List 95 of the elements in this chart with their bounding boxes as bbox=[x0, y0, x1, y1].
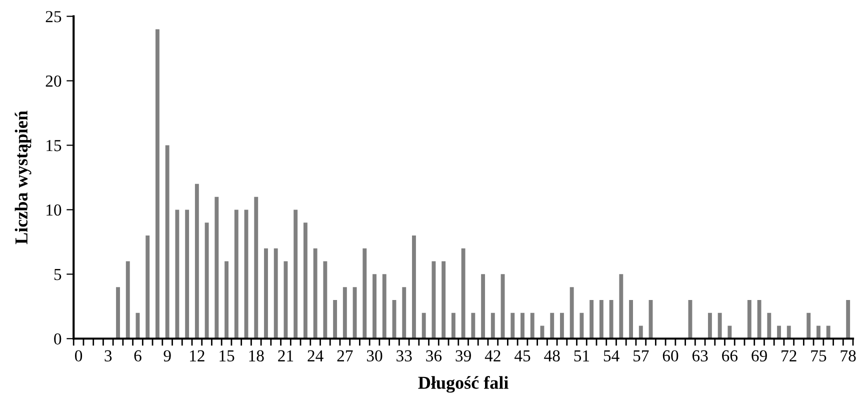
bar bbox=[846, 300, 850, 339]
x-tick-label: 21 bbox=[278, 350, 294, 362]
bar bbox=[490, 312, 495, 339]
bar bbox=[175, 210, 180, 339]
bar bbox=[372, 274, 376, 339]
x-tick-label: 39 bbox=[456, 350, 471, 362]
y-tick-label: 15 bbox=[46, 140, 62, 152]
x-tick-label: 33 bbox=[396, 350, 412, 362]
x-tick-label: 15 bbox=[220, 350, 234, 362]
x-tick-label: 42 bbox=[484, 350, 500, 362]
bar bbox=[402, 287, 406, 339]
x-tick-label: 18 bbox=[249, 350, 264, 362]
bar bbox=[570, 287, 574, 339]
bar bbox=[530, 312, 534, 339]
bar bbox=[550, 312, 554, 339]
x-tick-label: 78 bbox=[840, 350, 856, 362]
bar bbox=[333, 300, 338, 339]
bar bbox=[520, 312, 524, 339]
x-tick-label: 30 bbox=[366, 350, 382, 362]
bar bbox=[580, 312, 584, 339]
y-axis-title: Liczba wystąpień bbox=[14, 110, 32, 244]
bar bbox=[116, 287, 120, 339]
bar bbox=[254, 196, 258, 339]
y-tick-label: 0 bbox=[54, 333, 62, 345]
bar bbox=[599, 300, 604, 339]
bar bbox=[757, 300, 762, 339]
bar bbox=[224, 261, 229, 339]
bar bbox=[806, 312, 811, 339]
bar bbox=[481, 274, 486, 339]
x-tick-label: 54 bbox=[604, 350, 620, 362]
bar bbox=[728, 326, 732, 339]
bar bbox=[342, 287, 347, 339]
x-tick-label: 9 bbox=[164, 350, 171, 362]
bar bbox=[718, 312, 722, 339]
bar bbox=[816, 326, 820, 339]
bar bbox=[461, 248, 466, 339]
bar bbox=[560, 312, 564, 339]
x-tick-label: 12 bbox=[190, 350, 204, 362]
y-tick-label: 5 bbox=[54, 269, 62, 280]
bar bbox=[767, 312, 772, 339]
bar bbox=[185, 210, 190, 339]
x-tick-label: 27 bbox=[337, 350, 353, 362]
y-tick-label: 20 bbox=[46, 75, 62, 87]
bar bbox=[313, 248, 318, 339]
x-tick-label: 24 bbox=[308, 350, 324, 362]
x-tick-label: 45 bbox=[514, 350, 530, 362]
x-tick-label: 57 bbox=[634, 350, 649, 362]
bar bbox=[264, 248, 268, 339]
bar bbox=[126, 261, 130, 339]
bar bbox=[323, 261, 328, 339]
bar bbox=[747, 300, 752, 339]
x-tick-label: 0 bbox=[75, 350, 82, 362]
bar bbox=[234, 210, 238, 339]
x-tick-label: 63 bbox=[692, 350, 708, 362]
bar bbox=[777, 326, 781, 339]
x-tick-label: 48 bbox=[544, 350, 560, 362]
bar bbox=[294, 210, 298, 339]
bar bbox=[274, 248, 278, 339]
bar bbox=[609, 300, 614, 339]
bar bbox=[352, 287, 357, 339]
bar bbox=[471, 312, 476, 339]
x-tick-label: 72 bbox=[782, 350, 796, 362]
x-tick-label: 60 bbox=[662, 350, 678, 362]
x-tick-label: 36 bbox=[426, 350, 442, 362]
bar bbox=[194, 184, 199, 339]
bar bbox=[510, 312, 515, 339]
x-tick-label: 69 bbox=[752, 350, 767, 362]
x-tick-label: 3 bbox=[104, 350, 112, 362]
bar bbox=[146, 236, 150, 339]
bar bbox=[708, 312, 712, 339]
bar bbox=[826, 326, 830, 339]
bar bbox=[619, 274, 624, 339]
bar bbox=[204, 222, 209, 339]
bar bbox=[442, 261, 446, 339]
bar bbox=[214, 196, 219, 339]
bar bbox=[432, 261, 436, 339]
bar bbox=[382, 274, 386, 339]
bar bbox=[422, 312, 426, 339]
x-tick-label: 6 bbox=[134, 350, 142, 362]
y-tick-label: 10 bbox=[46, 204, 62, 216]
bar bbox=[451, 312, 456, 339]
bar bbox=[638, 326, 643, 339]
bar bbox=[362, 248, 367, 339]
bar bbox=[786, 326, 791, 339]
x-tick-label: 75 bbox=[811, 350, 826, 362]
bar bbox=[629, 300, 633, 339]
bar bbox=[412, 236, 416, 339]
x-tick-label: 51 bbox=[574, 350, 590, 362]
y-tick-label: 25 bbox=[46, 11, 62, 22]
x-tick-label: 66 bbox=[722, 350, 738, 362]
bar bbox=[155, 29, 160, 339]
x-axis-title: Długość fali bbox=[418, 376, 508, 393]
bar bbox=[165, 145, 170, 339]
bar bbox=[303, 222, 308, 339]
bar bbox=[590, 300, 594, 339]
